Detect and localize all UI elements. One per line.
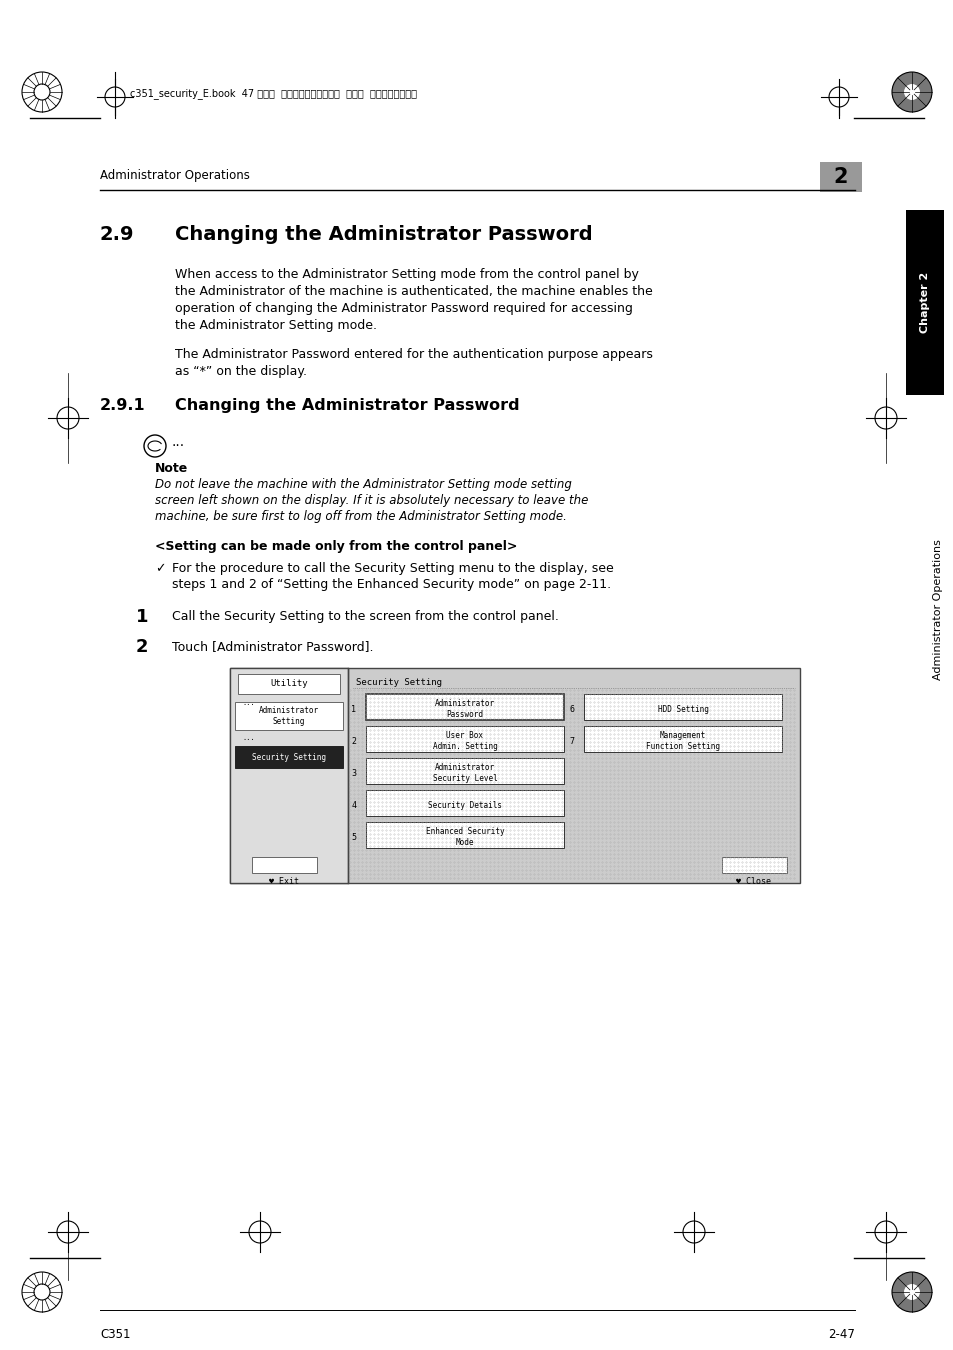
FancyBboxPatch shape xyxy=(583,726,781,752)
Text: 5: 5 xyxy=(351,833,356,841)
Circle shape xyxy=(903,1284,919,1300)
Text: steps 1 and 2 of “Setting the Enhanced Security mode” on page 2-11.: steps 1 and 2 of “Setting the Enhanced S… xyxy=(172,578,611,591)
FancyBboxPatch shape xyxy=(366,694,563,720)
Circle shape xyxy=(891,72,931,112)
Text: 2: 2 xyxy=(136,639,149,656)
Text: Management
Function Setting: Management Function Setting xyxy=(645,730,720,751)
Text: The Administrator Password entered for the authentication purpose appears: The Administrator Password entered for t… xyxy=(174,348,652,360)
FancyBboxPatch shape xyxy=(234,747,343,768)
Text: screen left shown on the display. If it is absolutely necessary to leave the: screen left shown on the display. If it … xyxy=(154,494,588,508)
Text: HDD Setting: HDD Setting xyxy=(657,705,708,714)
Text: machine, be sure first to log off from the Administrator Setting mode.: machine, be sure first to log off from t… xyxy=(154,510,566,522)
Text: 6: 6 xyxy=(569,705,574,714)
FancyBboxPatch shape xyxy=(252,857,316,873)
Text: Note: Note xyxy=(154,462,188,475)
Text: Administrator
Password: Administrator Password xyxy=(435,699,495,720)
Text: 2-47: 2-47 xyxy=(827,1328,854,1341)
Text: 7: 7 xyxy=(569,737,574,745)
Text: Administrator Operations: Administrator Operations xyxy=(100,169,250,181)
FancyBboxPatch shape xyxy=(230,668,348,883)
FancyBboxPatch shape xyxy=(234,702,343,730)
FancyBboxPatch shape xyxy=(237,674,339,694)
FancyBboxPatch shape xyxy=(366,822,563,848)
Text: the Administrator Setting mode.: the Administrator Setting mode. xyxy=(174,319,376,332)
Text: 2: 2 xyxy=(351,737,356,745)
Text: Security Details: Security Details xyxy=(428,801,501,810)
Text: operation of changing the Administrator Password required for accessing: operation of changing the Administrator … xyxy=(174,302,632,315)
Circle shape xyxy=(891,1272,931,1312)
Text: Do not leave the machine with the Administrator Setting mode setting: Do not leave the machine with the Admini… xyxy=(154,478,571,491)
Text: Administrator
Setting: Administrator Setting xyxy=(258,706,318,726)
Text: Security Setting: Security Setting xyxy=(252,752,326,761)
Text: 2.9: 2.9 xyxy=(100,225,134,244)
Text: Administrator
Security Level: Administrator Security Level xyxy=(432,763,497,783)
Text: 3: 3 xyxy=(351,768,356,778)
Text: 1: 1 xyxy=(351,705,356,714)
FancyBboxPatch shape xyxy=(366,726,563,752)
Text: 1: 1 xyxy=(136,608,149,626)
Text: Utility: Utility xyxy=(270,679,308,688)
Text: C351: C351 xyxy=(100,1328,131,1341)
FancyBboxPatch shape xyxy=(366,757,563,784)
Text: Enhanced Security
Mode: Enhanced Security Mode xyxy=(425,828,504,846)
Text: When access to the Administrator Setting mode from the control panel by: When access to the Administrator Setting… xyxy=(174,269,639,281)
Text: 2.9.1: 2.9.1 xyxy=(100,398,146,413)
Text: c351_security_E.book  47 ページ  ２００７年４月１１日  水曜日  午前１０時１９分: c351_security_E.book 47 ページ ２００７年４月１１日 水… xyxy=(130,89,416,100)
Text: ...: ... xyxy=(172,435,185,450)
FancyBboxPatch shape xyxy=(820,162,862,192)
FancyBboxPatch shape xyxy=(905,211,943,396)
FancyBboxPatch shape xyxy=(230,668,800,883)
Text: ✓: ✓ xyxy=(154,562,165,575)
Text: Security Setting: Security Setting xyxy=(355,678,441,687)
Text: 4: 4 xyxy=(351,801,356,810)
Circle shape xyxy=(903,84,919,100)
Text: the Administrator of the machine is authenticated, the machine enables the: the Administrator of the machine is auth… xyxy=(174,285,652,298)
Text: ...: ... xyxy=(242,701,254,706)
Text: Touch [Administrator Password].: Touch [Administrator Password]. xyxy=(172,640,374,653)
Text: Call the Security Setting to the screen from the control panel.: Call the Security Setting to the screen … xyxy=(172,610,558,622)
Text: Changing the Administrator Password: Changing the Administrator Password xyxy=(174,398,519,413)
Text: ♥ Exit: ♥ Exit xyxy=(269,876,298,886)
Text: <Setting can be made only from the control panel>: <Setting can be made only from the contr… xyxy=(154,540,517,553)
FancyBboxPatch shape xyxy=(583,694,781,720)
Text: as “*” on the display.: as “*” on the display. xyxy=(174,364,307,378)
Text: ...: ... xyxy=(242,734,254,741)
FancyBboxPatch shape xyxy=(721,857,786,873)
Text: Changing the Administrator Password: Changing the Administrator Password xyxy=(174,225,592,244)
Text: ♥ Close: ♥ Close xyxy=(736,876,771,886)
Text: 2: 2 xyxy=(833,167,847,188)
Text: Administrator Operations: Administrator Operations xyxy=(932,540,942,680)
Text: Chapter 2: Chapter 2 xyxy=(919,271,929,333)
Text: User Box
Admin. Setting: User Box Admin. Setting xyxy=(432,730,497,751)
FancyBboxPatch shape xyxy=(366,790,563,815)
Text: For the procedure to call the Security Setting menu to the display, see: For the procedure to call the Security S… xyxy=(172,562,613,575)
